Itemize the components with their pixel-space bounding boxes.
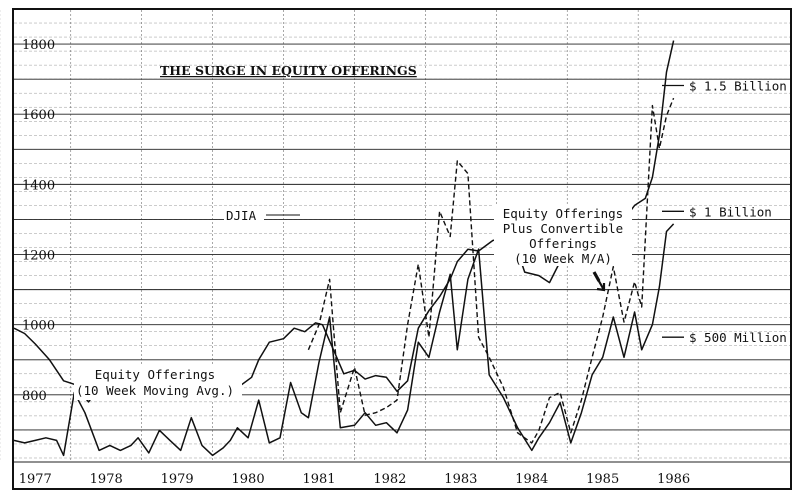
x-tick-label: 1984 [515, 472, 548, 487]
x-tick-label: 1985 [586, 472, 619, 487]
djia-label: DJIA [226, 208, 257, 223]
label-bg [224, 207, 264, 223]
x-tick-label: 1979 [161, 472, 194, 487]
convertible-label-line: Plus Convertible [503, 221, 623, 236]
series-line-2 [307, 97, 675, 444]
right-axis-label: $ 500 Million [689, 330, 787, 345]
y-tick-label: 800 [22, 389, 47, 404]
chart-frame [12, 8, 792, 490]
y-tick-label: 1200 [22, 249, 55, 264]
x-tick-label: 1981 [302, 472, 335, 487]
chart-labels: 800 1000 1200 1400 1600 1800 1977 1978 1979 1980 1… [19, 38, 787, 487]
arrow-icon [592, 271, 601, 282]
convertible-label-line: (10 Week M/A) [514, 251, 612, 266]
x-tick-label: 1982 [373, 472, 406, 487]
series-line-1 [13, 223, 675, 457]
right-axis-label: $ 1 Billion [689, 204, 772, 219]
equity-label-line: (10 Week Moving Avg.) [76, 383, 234, 398]
convertible-label-line: Equity Offerings [503, 206, 623, 221]
x-tick-label: 1978 [90, 472, 123, 487]
x-tick-label: 1977 [19, 472, 52, 487]
label-bg [494, 204, 632, 266]
x-tick-label: 1986 [657, 472, 690, 487]
y-tick-label: 1800 [22, 38, 55, 53]
chart-title: THE SURGE IN EQUITY OFFERINGS [160, 63, 417, 78]
y-tick-label: 1000 [22, 319, 55, 334]
convertible-label-line: Offerings [529, 236, 597, 251]
equity-label-line: Equity Offerings [95, 367, 215, 382]
y-tick-label: 1400 [22, 178, 55, 193]
right-axis-label: $ 1.5 Billion [689, 79, 787, 94]
x-tick-label: 1980 [232, 472, 265, 487]
label-bg [74, 366, 242, 400]
x-tick-label: 1983 [444, 472, 477, 487]
y-tick-label: 1600 [22, 108, 55, 123]
